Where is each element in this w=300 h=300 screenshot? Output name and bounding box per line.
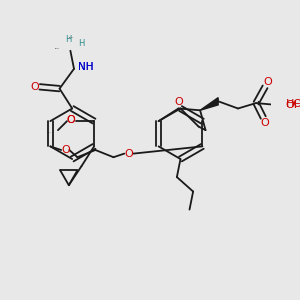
Polygon shape — [200, 98, 218, 110]
Text: O: O — [263, 77, 272, 87]
Text: NH: NH — [78, 62, 93, 72]
Text: methyl: methyl — [69, 37, 74, 38]
Text: NH: NH — [78, 62, 93, 72]
Text: O: O — [61, 145, 70, 155]
Text: HO: HO — [286, 99, 300, 109]
Text: O: O — [174, 97, 183, 107]
Text: O: O — [66, 115, 75, 125]
Text: methyl: methyl — [55, 47, 60, 49]
Text: Methyl: Methyl — [47, 132, 52, 133]
Text: H: H — [78, 39, 84, 48]
Text: OH: OH — [286, 100, 300, 110]
Text: O: O — [66, 115, 75, 125]
Text: O: O — [124, 148, 133, 159]
Text: O: O — [30, 82, 39, 92]
Text: H: H — [65, 34, 72, 43]
Text: O: O — [261, 118, 269, 128]
